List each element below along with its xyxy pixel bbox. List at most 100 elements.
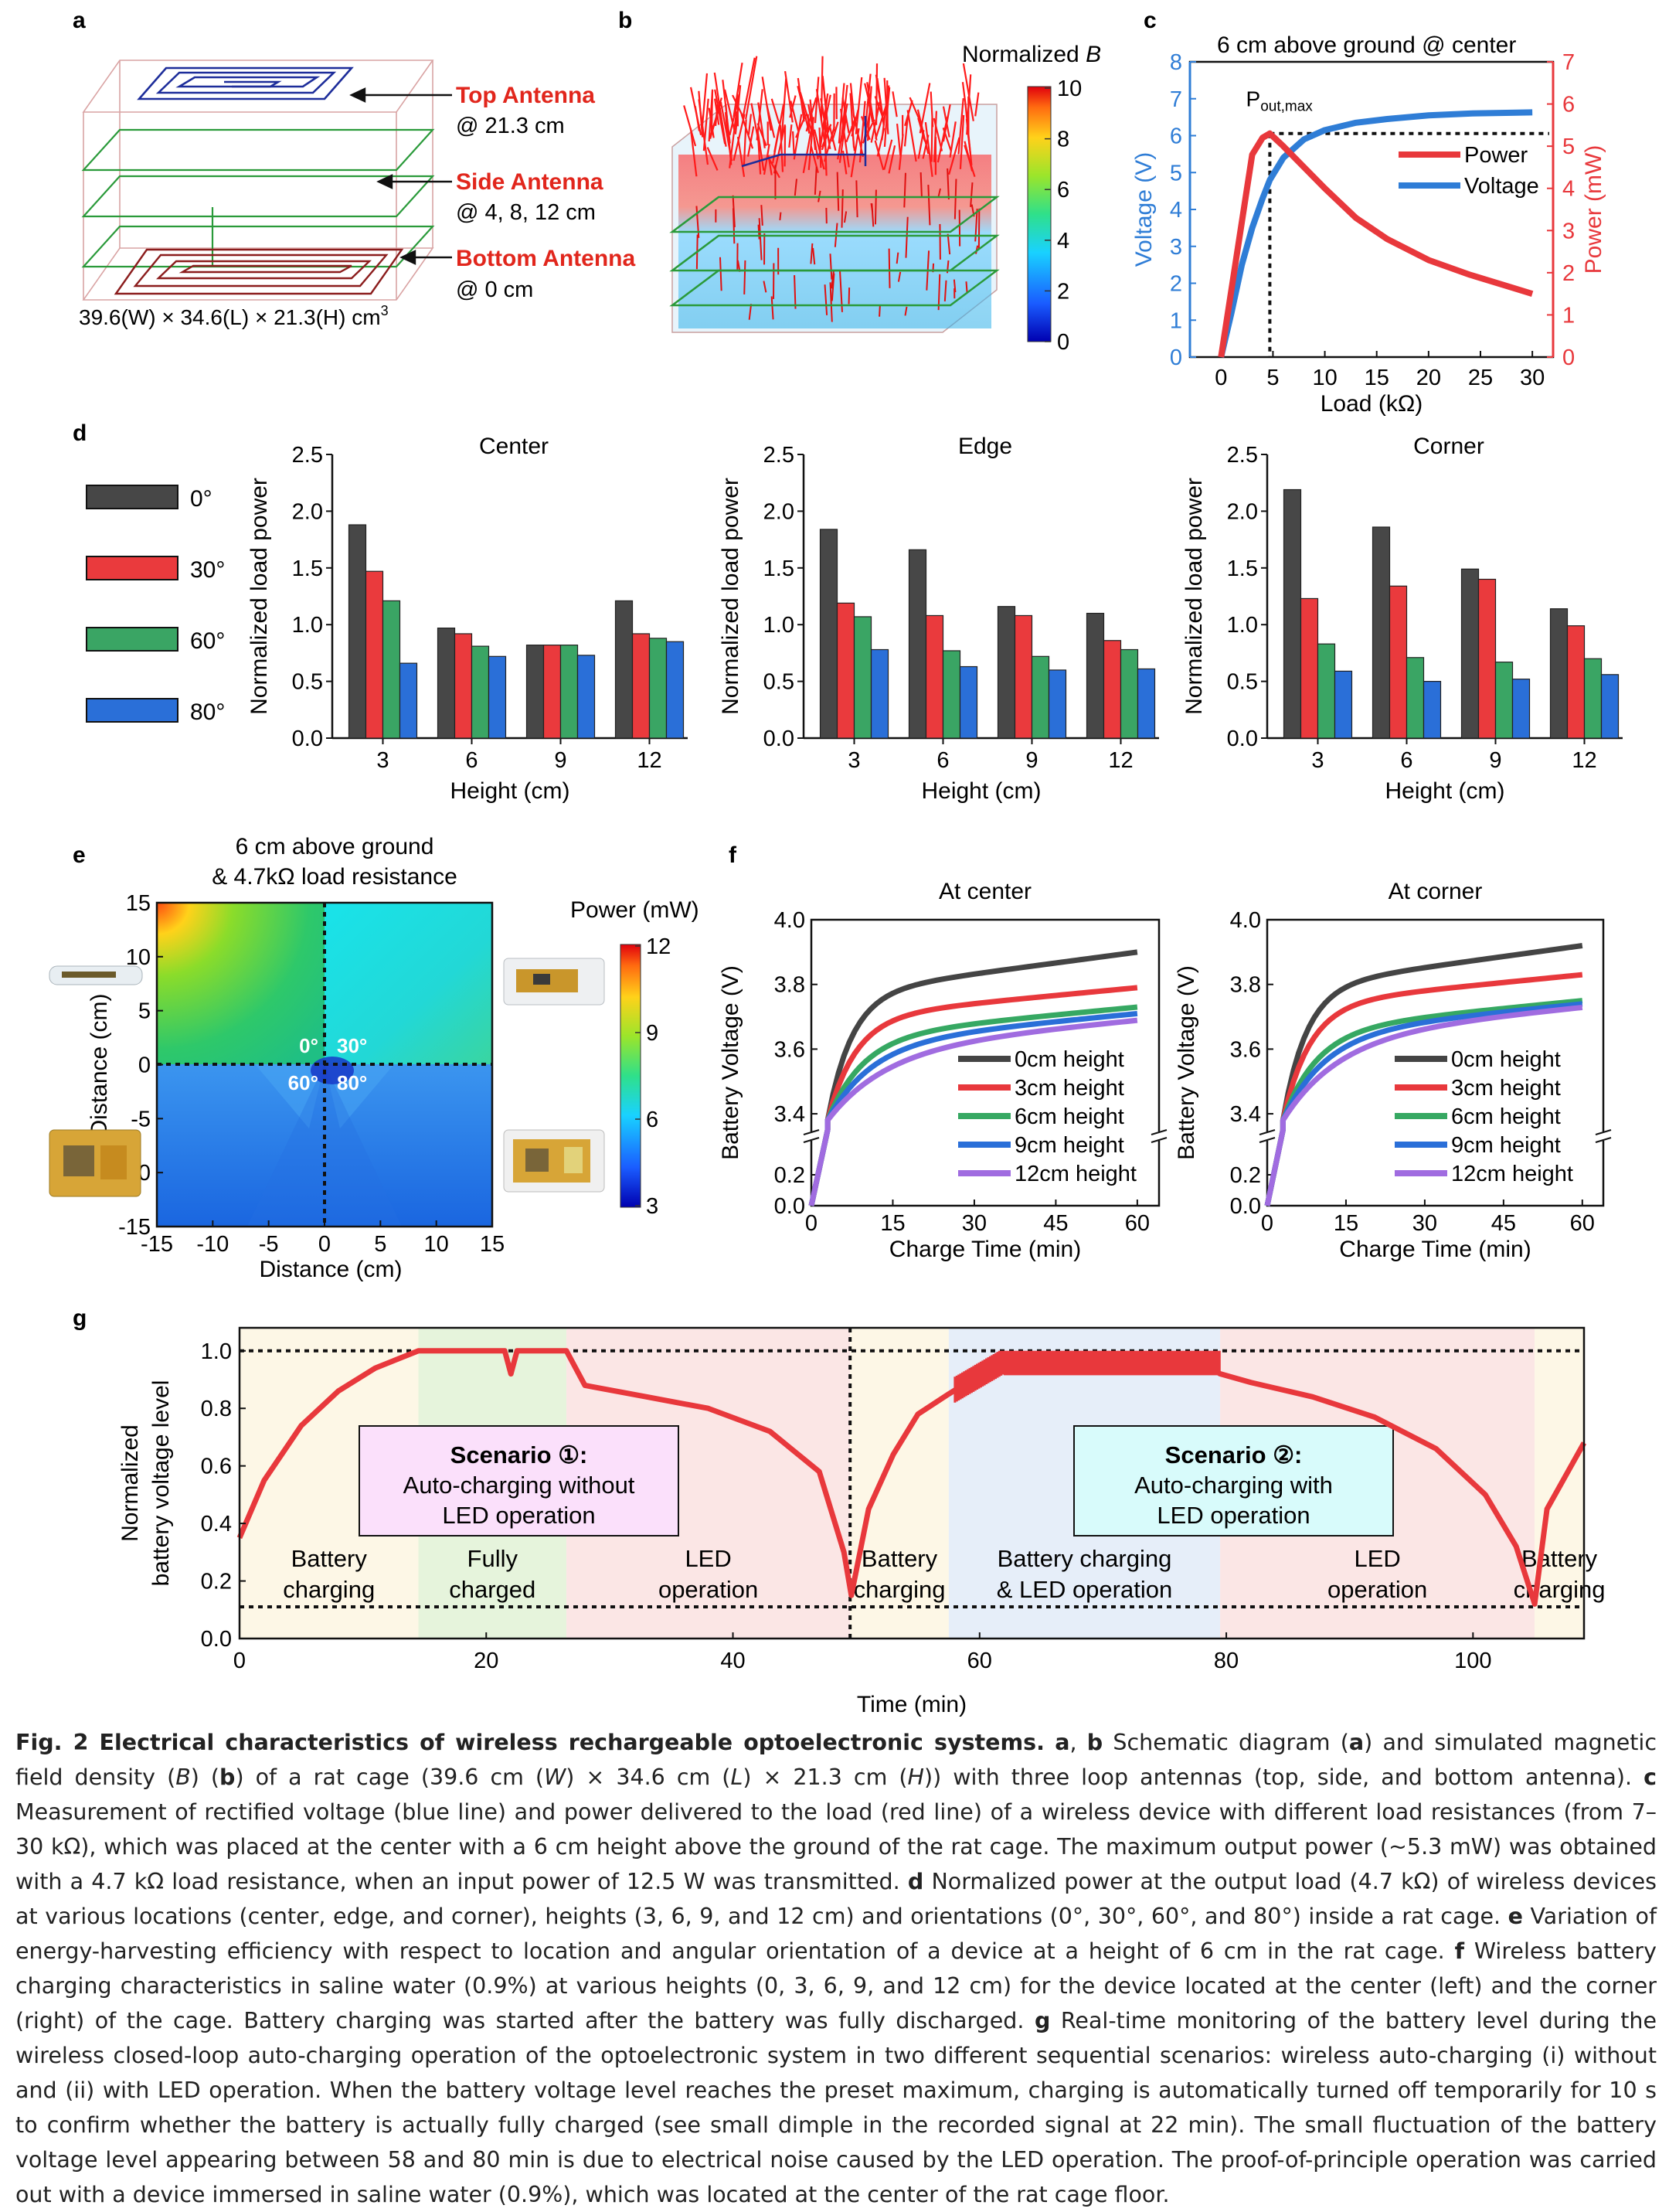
- chart-d-ytick-label: 2.5: [1227, 443, 1258, 468]
- heatmap-colorbar-title: Power (mW): [570, 897, 699, 923]
- chart-d-ytick-label: 1.0: [292, 613, 323, 638]
- chart-c-pmax-label: Pout,max: [1246, 87, 1314, 114]
- chart-d-bar: [960, 667, 977, 738]
- chart-d-bar: [366, 571, 383, 738]
- chart-f-xtick-label: 15: [880, 1211, 905, 1236]
- chart-g-xtick-label: 100: [1454, 1649, 1491, 1673]
- caption-ref-a2: a: [1349, 1730, 1364, 1755]
- chart-g-xtick-label: 40: [720, 1649, 745, 1673]
- field-spike-top: [932, 118, 933, 162]
- chart-d-xtick-label: 12: [637, 748, 661, 773]
- bottom-antenna-height: @ 0 cm: [456, 277, 533, 302]
- chart-d-xtick-label: 6: [936, 748, 949, 773]
- chart-f-xtick-label: 15: [1334, 1211, 1358, 1236]
- magnetic-field-simulation: [672, 56, 997, 332]
- chart-d-bar: [561, 645, 578, 738]
- chart-d-bar: [578, 655, 595, 738]
- chart-d-bar: [1513, 679, 1530, 738]
- chart-d-ytick-label: 0.5: [292, 670, 323, 695]
- heatmap-xtick-label: 0: [318, 1232, 331, 1257]
- chart-d-bar: [383, 601, 400, 738]
- chart-g: BatterychargingFullychargedLEDoperationB…: [117, 1328, 1606, 1717]
- chart-d-xtick-label: 12: [1108, 748, 1133, 773]
- chart-d-ytick-label: 2.0: [292, 499, 323, 524]
- device-photo-60deg: [49, 1130, 141, 1196]
- heatmap-xtick-label: 5: [374, 1232, 386, 1257]
- heatmap-ytick-label: -5: [131, 1107, 151, 1132]
- colorbar-b-tick-label: 8: [1057, 128, 1069, 152]
- caption-text-1l: )) with three loop antennas (top, side, …: [924, 1764, 1644, 1790]
- caption-var-b: B: [175, 1764, 191, 1790]
- chart-d-legend-label: 80°: [190, 699, 225, 725]
- field-spike-side: [879, 306, 880, 317]
- chart-g-region-label: charged: [449, 1576, 535, 1603]
- chart-g-region-label: charging: [854, 1576, 946, 1603]
- chart-g-region-label: operation: [658, 1576, 758, 1603]
- chart-d-legend-swatch: [87, 699, 178, 722]
- chart-d-bar: [1301, 598, 1318, 738]
- chart-d-legend: 0°30°60°80°: [87, 485, 225, 725]
- chart-f-xtick-label: 45: [1043, 1211, 1068, 1236]
- chart-d-bar: [633, 634, 650, 738]
- heatmap-colorbar-tick-label: 3: [646, 1194, 658, 1219]
- quadrant-label-80: 80°: [337, 1071, 367, 1094]
- chart-c-ytick-label: 6: [1170, 124, 1182, 149]
- field-spike-side: [733, 208, 734, 243]
- chart-d-bar: [998, 607, 1015, 738]
- chart-d-ytick-label: 0.0: [763, 727, 794, 751]
- chart-d-bar: [1479, 579, 1496, 738]
- chart-d-bar: [1138, 669, 1155, 738]
- scenario-1-box-title: Scenario ①:: [450, 1441, 588, 1468]
- caption-text-1j: ) × 21.3 cm (: [743, 1764, 907, 1790]
- chart-f-ytick-label: 4.0: [774, 908, 805, 933]
- colorbar-b: [1028, 87, 1051, 342]
- chart-c-xlabel: Load (kΩ): [1321, 391, 1423, 417]
- chart-d-ytick-label: 0.5: [763, 670, 794, 695]
- chart-d-bar: [1390, 586, 1407, 738]
- chart-f-plot-title: At center: [939, 879, 1032, 904]
- chart-d-legend-swatch: [87, 628, 178, 651]
- chart-g-region-label: LED: [1354, 1545, 1400, 1572]
- chart-d-bar: [1104, 641, 1121, 738]
- chart-d-bar: [349, 525, 366, 738]
- chart-f-xtick-label: 45: [1491, 1211, 1516, 1236]
- chart-d-bar: [1551, 609, 1568, 738]
- chart-g-region-label: LED: [685, 1545, 731, 1572]
- field-spike-side: [842, 189, 843, 228]
- chart-f-ytick-label: 0.0: [774, 1194, 805, 1219]
- bottom-antenna-label: Bottom Antenna: [456, 246, 636, 271]
- top-antenna-label: Top Antenna: [456, 83, 595, 108]
- chart-d-bar: [909, 550, 926, 738]
- chart-f-xlabel: Charge Time (min): [1339, 1237, 1531, 1262]
- chart-f-xlabel: Charge Time (min): [889, 1237, 1081, 1262]
- chart-f-ytick-label: 3.6: [774, 1037, 805, 1062]
- chart-c-ytick-label: 4: [1170, 198, 1182, 223]
- chart-d-xtick-label: 6: [465, 748, 478, 773]
- chart-d-xtick-label: 12: [1572, 748, 1596, 773]
- chart-d-ytick-label: 2.5: [763, 443, 794, 468]
- caption-ref-a: a: [1055, 1730, 1069, 1755]
- heatmap-colorbar: [620, 944, 641, 1207]
- caption-text-1h: ) × 34.6 cm (: [566, 1764, 730, 1790]
- chart-d-ytick-label: 1.5: [292, 556, 323, 581]
- panel-letter-e: e: [73, 842, 86, 868]
- heatmap-xtick-label: 10: [424, 1232, 449, 1257]
- chart-d-bar: [1568, 626, 1585, 738]
- chart-d-group-title: Edge: [958, 434, 1012, 459]
- chart-f-xtick-label: 0: [805, 1211, 818, 1236]
- device-photo-80deg: [504, 1130, 604, 1192]
- scenario-2-box-title: Scenario ②:: [1165, 1441, 1303, 1468]
- chart-f-ytick-label: 3.8: [1230, 973, 1261, 998]
- chart-d-bar: [838, 603, 855, 738]
- chart-c-ytick-label: 7: [1170, 87, 1182, 112]
- chart-f-legend-label: 0cm height: [1451, 1047, 1561, 1072]
- caption-var-l: L: [730, 1764, 743, 1790]
- side-antenna-coils: [83, 130, 433, 267]
- top-antenna-height: @ 21.3 cm: [456, 114, 565, 138]
- chart-g-region-label: Battery: [862, 1545, 938, 1572]
- field-spike-side: [849, 288, 850, 304]
- quadrant-label-0: 0°: [299, 1034, 318, 1057]
- panel-letter-d: d: [73, 420, 87, 446]
- chart-c-xtick-label: 15: [1365, 366, 1389, 390]
